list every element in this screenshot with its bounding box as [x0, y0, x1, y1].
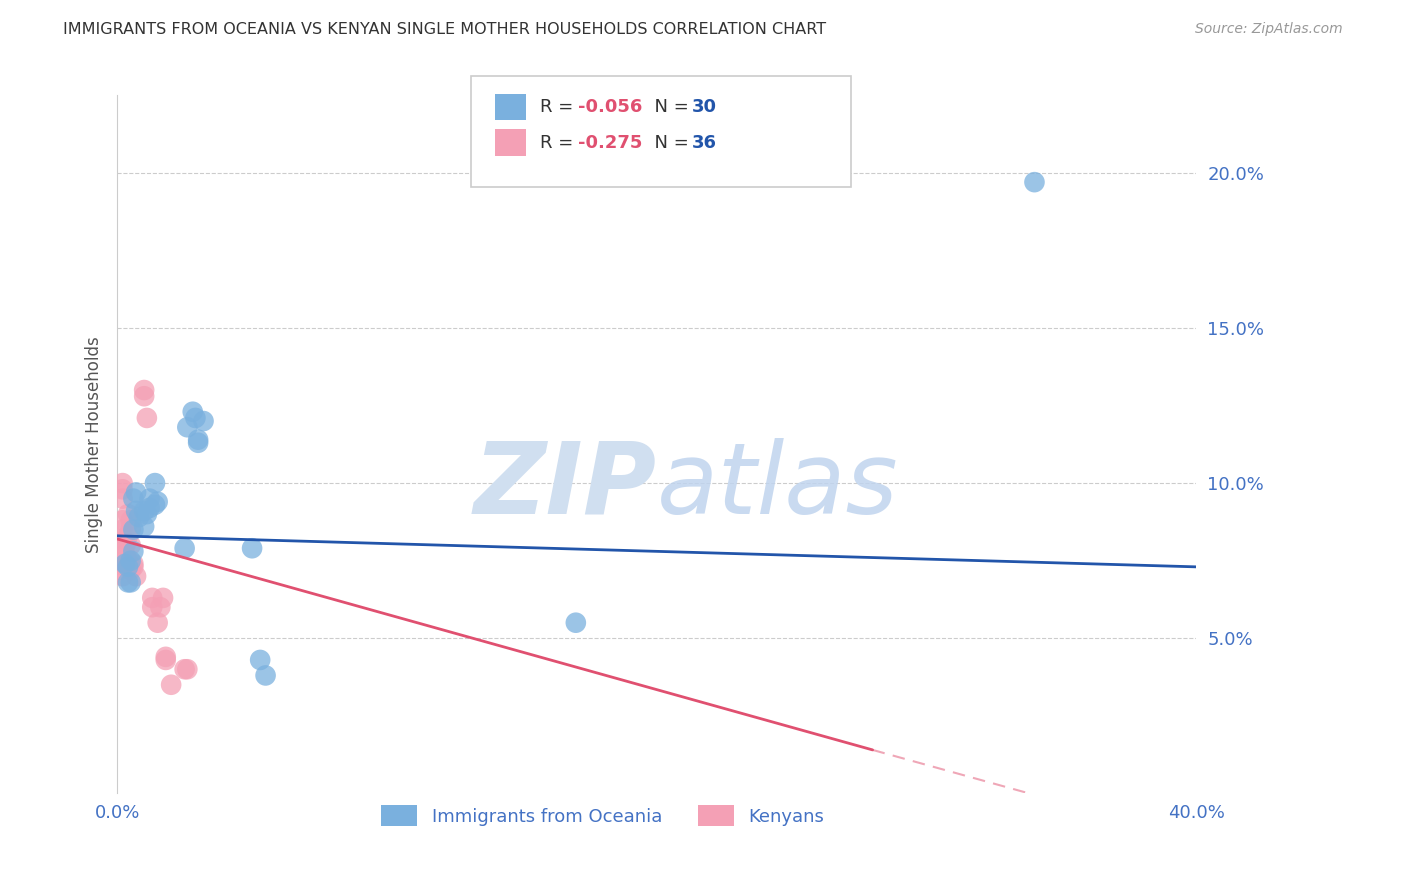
Point [138, 500, 160, 515]
Point [143, 498, 166, 512]
Point [1024, 175, 1046, 189]
Point [117, 554, 139, 568]
Point [108, 563, 131, 577]
Point [152, 591, 174, 605]
Point [122, 491, 145, 506]
Point [120, 513, 142, 527]
Legend: Immigrants from Oceania, Kenyans: Immigrants from Oceania, Kenyans [374, 797, 832, 833]
Point [114, 557, 136, 571]
Point [135, 411, 157, 425]
Point [122, 523, 145, 537]
Y-axis label: Single Mother Households: Single Mother Households [86, 336, 103, 553]
Point [125, 485, 148, 500]
Point [565, 615, 588, 630]
Point [122, 559, 145, 574]
Point [254, 668, 277, 682]
Point [146, 615, 169, 630]
Point [125, 504, 148, 518]
Point [111, 532, 134, 546]
Text: 30: 30 [692, 98, 717, 116]
Text: R =: R = [540, 134, 579, 152]
Text: IMMIGRANTS FROM OCEANIA VS KENYAN SINGLE MOTHER HOUSEHOLDS CORRELATION CHART: IMMIGRANTS FROM OCEANIA VS KENYAN SINGLE… [63, 22, 827, 37]
Point [117, 507, 139, 521]
Point [108, 541, 131, 556]
Text: ZIP: ZIP [474, 438, 657, 534]
Point [134, 389, 156, 403]
Point [160, 678, 183, 692]
Point [193, 414, 215, 428]
Point [134, 519, 156, 533]
Text: 36: 36 [692, 134, 717, 152]
Point [176, 420, 198, 434]
Point [111, 491, 134, 506]
Point [111, 476, 134, 491]
Text: R =: R = [540, 98, 579, 116]
Point [176, 662, 198, 676]
Text: N =: N = [643, 98, 695, 116]
Point [134, 504, 156, 518]
Point [141, 591, 163, 605]
Text: -0.056: -0.056 [578, 98, 643, 116]
Point [122, 544, 145, 558]
Point [120, 563, 142, 577]
Text: -0.275: -0.275 [578, 134, 643, 152]
Point [155, 653, 177, 667]
Point [114, 538, 136, 552]
Point [155, 649, 177, 664]
Point [181, 405, 204, 419]
Point [240, 541, 263, 556]
Text: N =: N = [643, 134, 695, 152]
Point [173, 662, 195, 676]
Point [149, 600, 172, 615]
Point [117, 559, 139, 574]
Point [117, 575, 139, 590]
Point [125, 569, 148, 583]
Point [187, 435, 209, 450]
Point [143, 476, 166, 491]
Point [111, 523, 134, 537]
Point [111, 513, 134, 527]
Point [173, 541, 195, 556]
Point [111, 483, 134, 497]
Point [184, 411, 207, 425]
Point [120, 538, 142, 552]
Text: Source: ZipAtlas.com: Source: ZipAtlas.com [1195, 22, 1343, 37]
Point [114, 548, 136, 562]
Point [114, 559, 136, 574]
Point [120, 554, 142, 568]
Point [120, 575, 142, 590]
Point [135, 507, 157, 521]
Point [120, 523, 142, 537]
Point [141, 600, 163, 615]
Point [122, 557, 145, 571]
Point [138, 491, 160, 506]
Point [249, 653, 271, 667]
Point [117, 529, 139, 543]
Point [134, 383, 156, 397]
Point [108, 554, 131, 568]
Point [128, 510, 150, 524]
Text: atlas: atlas [657, 438, 898, 534]
Point [187, 433, 209, 447]
Point [111, 569, 134, 583]
Point [146, 494, 169, 508]
